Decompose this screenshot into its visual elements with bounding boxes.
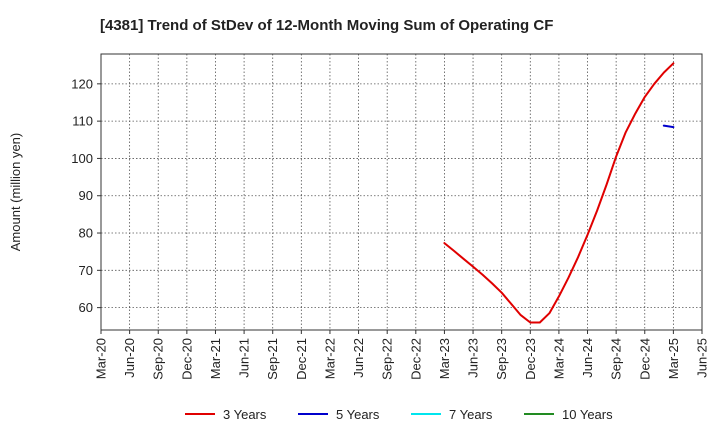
x-tick-label: Mar-25 <box>666 338 681 379</box>
x-tick-label: Mar-21 <box>208 338 223 379</box>
x-tick-label: Dec-23 <box>523 338 538 380</box>
x-tick-label: Sep-21 <box>265 338 280 380</box>
y-tick-label: 90 <box>79 188 93 203</box>
x-tick-label: Mar-23 <box>437 338 452 379</box>
x-tick-label: Jun-20 <box>122 338 137 378</box>
y-tick-label: 120 <box>71 76 93 91</box>
x-tick-label: Jun-22 <box>351 338 366 378</box>
x-tick-label: Jun-25 <box>695 338 710 378</box>
x-tick-label: Dec-20 <box>179 338 194 380</box>
series-lines <box>443 62 675 324</box>
y-axis-label: Amount (million yen) <box>8 133 23 252</box>
y-ticks: 60 70 80 90 100 110 120 <box>71 76 101 315</box>
x-tick-label: Mar-24 <box>551 338 566 379</box>
legend-label-3-years: 3 Years <box>223 407 267 422</box>
x-tick-label: Sep-22 <box>380 338 395 380</box>
x-tick-label: Jun-23 <box>466 338 481 378</box>
legend-label-5-years: 5 Years <box>336 407 380 422</box>
x-tick-label: Dec-21 <box>294 338 309 380</box>
chart-title: [4381] Trend of StDev of 12-Month Moving… <box>100 17 553 34</box>
x-tick-label: Dec-22 <box>408 338 423 380</box>
y-tick-label: 110 <box>72 114 93 129</box>
series-line-5-years <box>662 124 675 129</box>
x-tick-label: Sep-20 <box>151 338 166 380</box>
x-tick-label: Jun-24 <box>580 338 595 378</box>
y-tick-label: 60 <box>79 300 93 315</box>
x-tick-label: Sep-24 <box>609 338 624 380</box>
y-tick-label: 70 <box>79 263 93 278</box>
legend: 3 Years 5 Years 7 Years 10 Years <box>185 407 613 422</box>
y-tick-label: 100 <box>71 151 93 166</box>
x-tick-label: Jun-21 <box>237 338 252 378</box>
legend-label-10-years: 10 Years <box>562 407 613 422</box>
legend-label-7-years: 7 Years <box>449 407 493 422</box>
x-tick-label: Sep-23 <box>494 338 509 380</box>
plot-area <box>101 54 702 330</box>
x-ticks: Mar-20 Jun-20 Sep-20 Dec-20 Mar-21 Jun-21 Sep-… <box>94 330 710 380</box>
series-line-3-years <box>443 62 675 324</box>
y-tick-label: 80 <box>79 226 93 241</box>
x-tick-label: Dec-24 <box>637 338 652 380</box>
x-tick-label: Mar-20 <box>94 338 109 379</box>
x-tick-label: Mar-22 <box>322 338 337 379</box>
plot-frame <box>100 53 703 331</box>
